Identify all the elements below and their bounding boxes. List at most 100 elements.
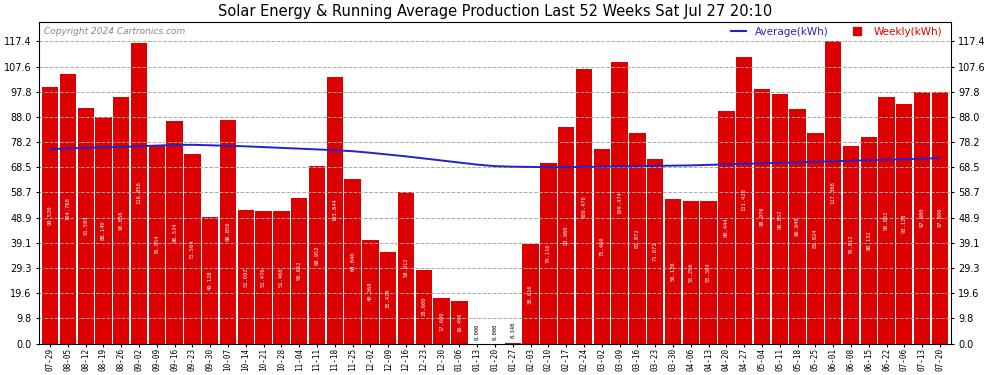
Bar [434, 298, 449, 344]
Text: 95.856: 95.856 [119, 210, 124, 230]
Bar [166, 121, 183, 344]
Text: 103.644: 103.644 [333, 199, 338, 222]
Bar [682, 201, 699, 344]
Bar [558, 128, 574, 344]
Bar [541, 163, 556, 344]
Bar [594, 149, 610, 344]
Bar [825, 41, 842, 344]
Bar [362, 240, 378, 344]
Text: 0.000: 0.000 [474, 323, 480, 340]
Bar [59, 74, 76, 344]
Text: 58.912: 58.912 [404, 258, 409, 278]
Text: 55.384: 55.384 [706, 262, 711, 282]
Bar [576, 69, 592, 344]
Bar [700, 201, 717, 344]
Bar [842, 146, 859, 344]
Text: 49.128: 49.128 [208, 270, 213, 290]
Text: 76.954: 76.954 [154, 235, 159, 254]
Text: 17.600: 17.600 [440, 311, 445, 331]
Bar [647, 159, 663, 344]
Text: 70.116: 70.116 [545, 243, 550, 263]
Bar [131, 43, 148, 344]
Bar [113, 97, 130, 344]
Text: 73.564: 73.564 [190, 239, 195, 259]
Bar [860, 137, 877, 344]
Bar [523, 244, 539, 344]
Text: 51.476: 51.476 [261, 267, 266, 287]
Text: 106.476: 106.476 [581, 195, 586, 218]
Bar [291, 198, 308, 344]
Bar [771, 94, 788, 344]
Text: 68.952: 68.952 [315, 245, 320, 264]
Text: 75.460: 75.460 [599, 237, 604, 256]
Text: 88.140: 88.140 [101, 220, 106, 240]
Text: 90.940: 90.940 [795, 217, 800, 236]
Text: 99.520: 99.520 [48, 206, 52, 225]
Text: 96.852: 96.852 [777, 209, 782, 229]
Text: 109.474: 109.474 [617, 191, 622, 214]
Bar [753, 89, 770, 344]
Text: 51.692: 51.692 [244, 267, 248, 287]
Bar [807, 133, 824, 344]
Bar [184, 154, 201, 344]
Text: 16.456: 16.456 [457, 313, 462, 332]
Bar [380, 252, 396, 344]
Bar [238, 210, 254, 344]
Bar [736, 57, 752, 344]
Bar [630, 132, 645, 344]
Text: 40.368: 40.368 [368, 282, 373, 302]
Text: 98.976: 98.976 [759, 206, 764, 226]
Bar [878, 97, 895, 344]
Text: 80.132: 80.132 [866, 231, 871, 250]
Text: 38.616: 38.616 [528, 284, 533, 304]
Text: 76.812: 76.812 [848, 235, 853, 254]
Bar [416, 270, 432, 344]
Text: 83.960: 83.960 [563, 226, 568, 245]
Bar [612, 62, 628, 344]
Text: 81.824: 81.824 [813, 228, 818, 248]
Text: 116.856: 116.856 [137, 182, 142, 204]
Bar [505, 343, 521, 344]
Bar [220, 120, 237, 344]
Bar [255, 211, 272, 344]
Text: 0.000: 0.000 [492, 323, 498, 340]
Bar [148, 146, 165, 344]
Bar [896, 104, 913, 344]
Text: 95.852: 95.852 [884, 210, 889, 230]
Text: 97.800: 97.800 [938, 208, 942, 227]
Text: 28.600: 28.600 [422, 297, 427, 316]
Bar [202, 217, 219, 344]
Bar [42, 87, 58, 344]
Text: 0.148: 0.148 [510, 322, 516, 338]
Text: 91.584: 91.584 [83, 216, 88, 236]
Bar [77, 108, 94, 344]
Text: 55.256: 55.256 [688, 262, 693, 282]
Text: 64.040: 64.040 [350, 251, 355, 271]
Text: 86.856: 86.856 [226, 222, 231, 242]
Bar [273, 211, 290, 344]
Bar [345, 178, 360, 344]
Bar [718, 111, 735, 344]
Text: 51.468: 51.468 [279, 267, 284, 287]
Text: 104.768: 104.768 [65, 197, 70, 220]
Text: 71.672: 71.672 [652, 242, 657, 261]
Bar [789, 110, 806, 344]
Text: Copyright 2024 Cartronics.com: Copyright 2024 Cartronics.com [44, 27, 185, 36]
Text: 90.444: 90.444 [724, 217, 729, 237]
Text: 81.972: 81.972 [635, 228, 640, 248]
Text: 111.428: 111.428 [742, 189, 746, 211]
Legend: Average(kWh), Weekly(kWh): Average(kWh), Weekly(kWh) [727, 22, 946, 41]
Bar [914, 92, 931, 344]
Bar [309, 166, 326, 344]
Text: 97.800: 97.800 [920, 208, 925, 227]
Bar [451, 301, 467, 344]
Title: Solar Energy & Running Average Production Last 52 Weeks Sat Jul 27 20:10: Solar Energy & Running Average Productio… [218, 4, 772, 19]
Text: 117.368: 117.368 [831, 181, 836, 204]
Text: 56.652: 56.652 [297, 261, 302, 280]
Text: 35.420: 35.420 [386, 288, 391, 308]
Bar [398, 192, 414, 344]
Text: 56.126: 56.126 [670, 261, 675, 281]
Text: 86.534: 86.534 [172, 222, 177, 242]
Text: 93.128: 93.128 [902, 214, 907, 233]
Bar [327, 77, 343, 344]
